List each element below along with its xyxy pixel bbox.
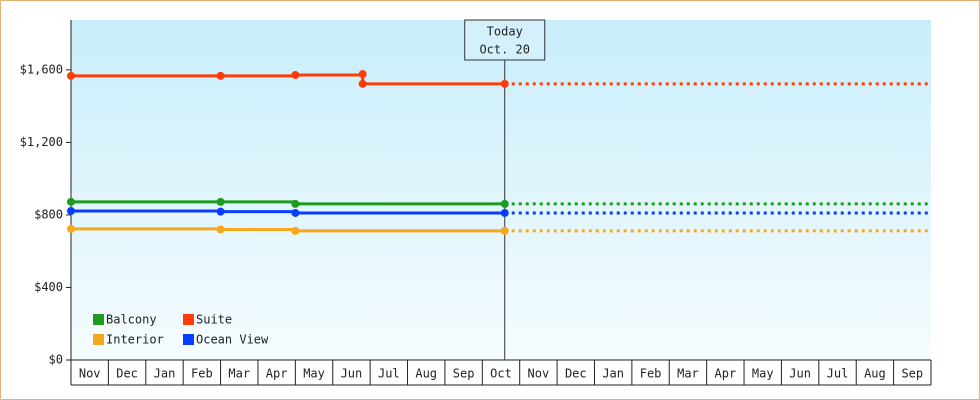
price-line: [71, 209, 505, 215]
x-tick-label: Jan: [602, 367, 624, 381]
today-label: Oct. 20: [479, 43, 530, 57]
price-point: [67, 206, 75, 215]
y-tick-label: $1,200: [20, 135, 63, 149]
y-tick-label: $1,600: [20, 62, 63, 76]
y-tick-label: $0: [49, 353, 63, 367]
price-point: [216, 197, 225, 206]
x-tick-label: Feb: [640, 367, 662, 381]
x-tick-label: Nov: [528, 367, 550, 381]
legend-label: Ocean View: [196, 333, 269, 347]
price-point: [67, 71, 75, 80]
legend-swatch: [93, 334, 104, 345]
x-tick-label: Aug: [864, 367, 886, 381]
price-point: [216, 225, 225, 234]
x-tick-label: May: [303, 367, 325, 381]
today-box: [464, 19, 546, 61]
price-point: [216, 71, 225, 80]
price-point: [291, 199, 300, 208]
y-tick-label: $800: [34, 207, 63, 221]
x-tick-label: May: [752, 367, 774, 381]
x-tick-label: Jun: [341, 367, 363, 381]
price-line: [71, 227, 505, 233]
x-tick-label: Aug: [415, 367, 437, 381]
legend-label: Suite: [196, 313, 232, 327]
price-point: [500, 226, 509, 235]
price-point: [358, 70, 367, 79]
price-point: [500, 79, 509, 88]
x-tick-label: Mar: [228, 367, 250, 381]
legend-swatch: [183, 334, 194, 345]
plot-area: [71, 20, 931, 360]
price-point: [67, 224, 75, 233]
price-point: [500, 199, 509, 208]
x-tick-label: Jul: [378, 367, 400, 381]
x-tick-label: Jul: [827, 367, 849, 381]
price-point: [216, 207, 225, 216]
x-tick-label: Dec: [565, 367, 587, 381]
x-tick-label: Apr: [715, 367, 737, 381]
price-point: [291, 70, 300, 79]
legend-swatch: [183, 314, 194, 325]
x-tick-label: Feb: [191, 367, 213, 381]
x-tick-label: Sep: [453, 367, 475, 381]
today-label: Today: [487, 25, 523, 39]
x-tick-label: Apr: [266, 367, 288, 381]
price-point: [500, 208, 509, 217]
x-tick-label: Oct: [490, 367, 512, 381]
x-tick-label: Jan: [154, 367, 176, 381]
x-tick-label: Sep: [901, 367, 923, 381]
price-point: [67, 197, 75, 206]
legend-label: Interior: [106, 333, 164, 347]
price-point: [291, 226, 300, 235]
legend-label: Balcony: [106, 313, 157, 327]
x-tick-label: Nov: [79, 367, 101, 381]
price-point: [358, 79, 367, 88]
x-tick-label: Mar: [677, 367, 699, 381]
price-point: [291, 208, 300, 217]
y-tick-label: $400: [34, 280, 63, 294]
x-tick-label: Jun: [789, 367, 811, 381]
x-tick-label: Dec: [116, 367, 138, 381]
legend-swatch: [93, 314, 104, 325]
